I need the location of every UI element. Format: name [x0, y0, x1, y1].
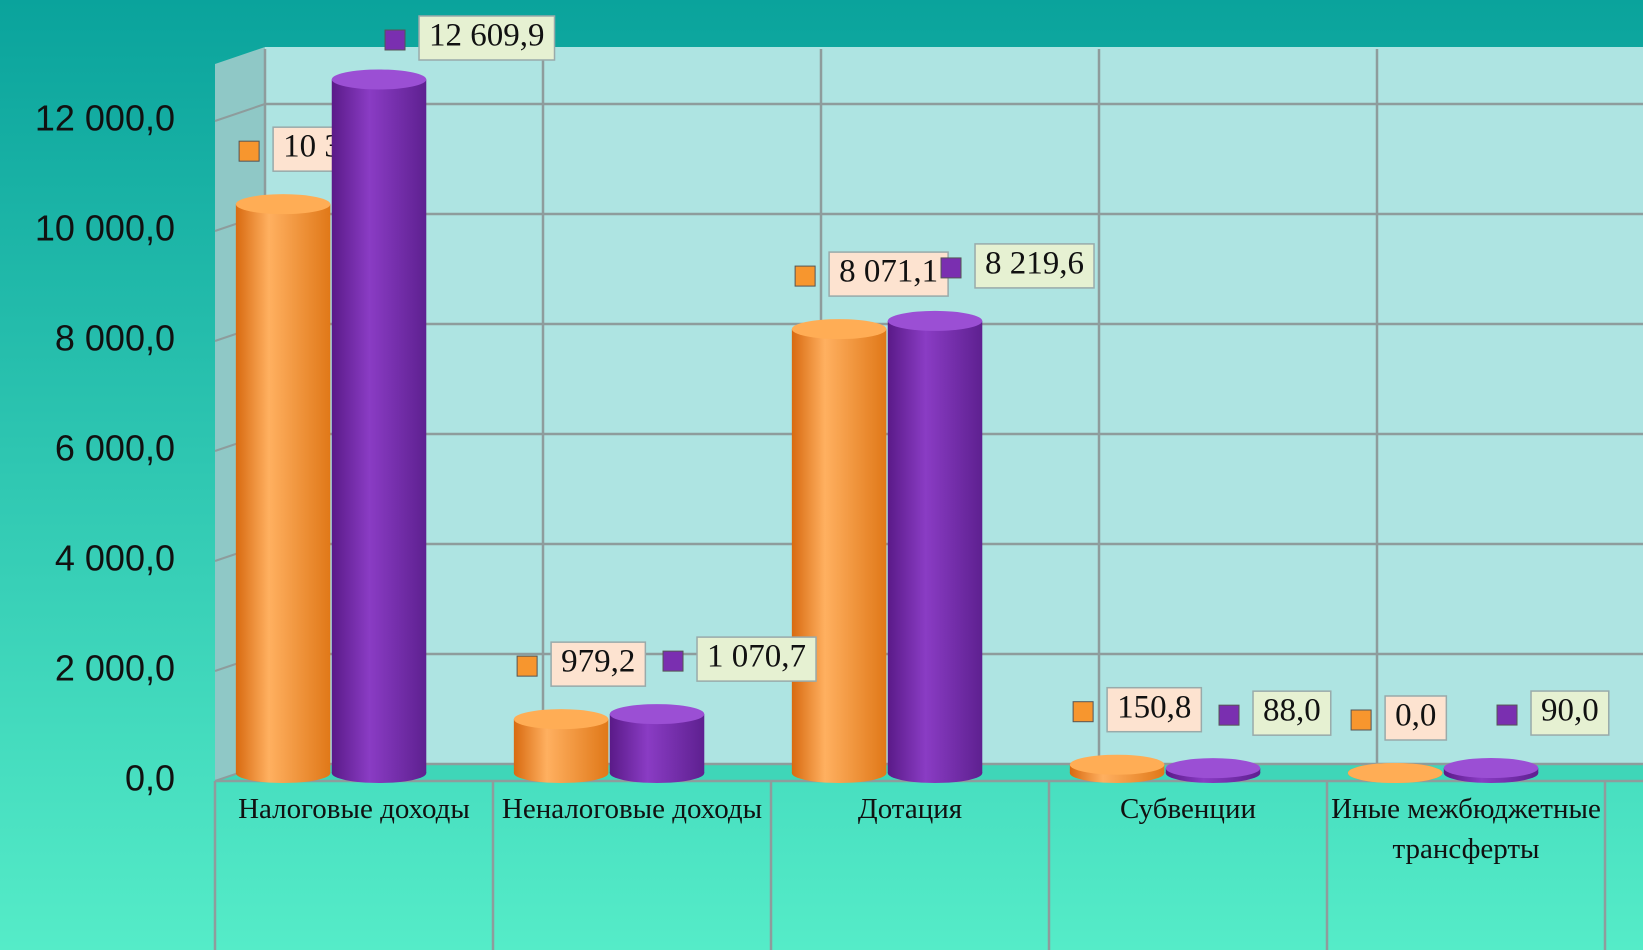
x-tick-label: Иные межбюджетные трансферты — [1331, 793, 1601, 865]
bar — [1347, 763, 1443, 783]
bar — [609, 704, 705, 783]
legend-key-marker — [516, 655, 538, 677]
bar — [331, 69, 427, 783]
value-label: 12 609,9 — [429, 18, 545, 54]
value-label-box — [1384, 695, 1448, 741]
legend-key-marker — [238, 140, 260, 162]
value-label-box — [1106, 686, 1203, 733]
x-tick-label: Налоговые доходы — [238, 793, 470, 825]
category-box: Неналоговые доходы — [501, 793, 763, 825]
y-tick-label: 2 000,0 — [55, 648, 175, 689]
bar — [791, 319, 887, 783]
bar-top — [235, 194, 331, 215]
category-box: Иные межбюджетные трансферты — [1331, 793, 1601, 865]
legend-key-marker — [662, 650, 684, 672]
value-label-box — [974, 243, 1095, 289]
value-label-box — [1252, 690, 1332, 736]
bar-top — [1069, 754, 1165, 775]
value-label: 90,0 — [1541, 693, 1599, 729]
y-tick-label: 0,0 — [125, 758, 175, 799]
x-tick-label: Неналоговые доходы — [501, 793, 763, 825]
y-tick-label: 10 000,0 — [35, 208, 175, 249]
value-label-box — [828, 251, 949, 297]
bar-top — [331, 69, 427, 90]
y-tick-label: 8 000,0 — [55, 318, 175, 359]
bar-top — [791, 319, 887, 340]
value-label: 150,8 — [1117, 689, 1191, 725]
value-label: 88,0 — [1263, 693, 1321, 729]
value-label: 8 219,6 — [985, 246, 1084, 282]
bar-body — [791, 329, 887, 773]
value-label-box — [550, 641, 647, 687]
legend-key-marker — [1218, 704, 1240, 726]
value-label: 8 071,1 — [839, 254, 938, 290]
value-label-box — [1530, 690, 1610, 736]
value-label: 979,2 — [561, 644, 635, 680]
y-tick-label: 6 000,0 — [55, 428, 175, 469]
legend-key-marker — [1072, 701, 1094, 723]
bar-body — [235, 204, 331, 774]
grid-line-side — [214, 103, 266, 122]
bar-top — [1347, 763, 1443, 783]
bar-top — [887, 310, 983, 331]
bar-body — [331, 79, 427, 773]
category-box: Дотация — [857, 793, 963, 825]
bar-top — [609, 704, 705, 725]
category-box: Субвенции — [1120, 793, 1256, 825]
bar-top — [1443, 758, 1539, 779]
bar-body — [887, 320, 983, 773]
bar — [1443, 758, 1539, 783]
value-label-box — [418, 15, 556, 61]
bar-top — [513, 709, 609, 730]
bar — [513, 709, 609, 783]
legend-key-marker — [384, 29, 406, 51]
legend-key-marker — [1350, 709, 1372, 731]
value-label: 0,0 — [1395, 698, 1436, 734]
y-tick-label: 4 000,0 — [55, 538, 175, 579]
value-label-box — [696, 636, 817, 682]
y-tick-label: 12 000,0 — [35, 98, 175, 139]
bar — [1069, 754, 1165, 783]
category-box: Налоговые доходы — [238, 793, 470, 825]
legend-key-marker — [940, 257, 962, 279]
legend-key-marker — [1496, 704, 1518, 726]
x-tick-label: Дотация — [857, 793, 963, 825]
bar — [1165, 758, 1261, 783]
x-tick-label: Субвенции — [1120, 793, 1256, 825]
value-label: 1 070,7 — [707, 639, 806, 675]
bar — [235, 194, 331, 783]
legend-key-marker — [794, 265, 816, 287]
bar — [887, 310, 983, 783]
bar-top — [1165, 758, 1261, 779]
